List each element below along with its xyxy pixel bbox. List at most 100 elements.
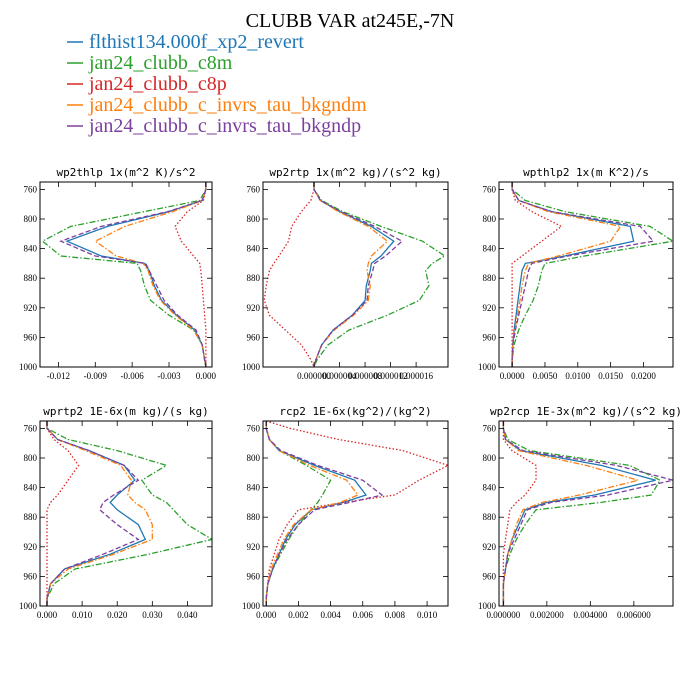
y-tick-label: 800 [247, 214, 261, 224]
plot-frame [262, 420, 449, 607]
y-tick-label: 960 [483, 332, 497, 342]
y-tick-label: 960 [247, 571, 261, 581]
legend-label: jan24_clubb_c8m [88, 52, 233, 74]
x-tick-label: 0.008 [385, 610, 406, 620]
x-tick-label: -0.012 [47, 371, 70, 381]
panel: wprtp2 1E-6x(m kg)/(s kg) 760 800 840 880 920… [19, 405, 213, 620]
series-line [46, 421, 153, 606]
x-tick-label: 0.0050 [533, 371, 558, 381]
y-tick-label: 880 [483, 273, 497, 283]
series-line [94, 182, 207, 367]
legend-label: jan24_clubb_c_invrs_tau_bkgndp [88, 115, 361, 137]
series-line [46, 421, 140, 606]
y-tick-label: 800 [24, 453, 38, 463]
y-tick-label: 840 [483, 483, 497, 493]
y-tick-label: 840 [247, 244, 261, 254]
y-tick-label: 800 [483, 214, 497, 224]
series-line [265, 421, 368, 606]
y-tick-label: 920 [24, 542, 38, 552]
x-tick-label: 0.002000 [530, 610, 564, 620]
y-tick-label: 840 [24, 244, 38, 254]
x-tick-label: 0.004 [320, 610, 341, 620]
panel-title: rcp2 1E-6x(kg^2)/(kg^2) [279, 405, 431, 418]
panel-title: wp2rtp 1x(m^2 kg)/(s^2 kg) [269, 166, 441, 179]
y-tick-label: 760 [247, 423, 261, 433]
series-line [265, 421, 448, 606]
x-tick-label: 0.0000 [500, 371, 525, 381]
series-line [174, 182, 207, 367]
y-tick-label: 880 [24, 273, 38, 283]
y-tick-label: 920 [483, 542, 497, 552]
series-line [502, 421, 537, 606]
series-line [313, 182, 447, 367]
plot-frame [39, 181, 213, 368]
x-tick-label: 0.004000 [573, 610, 607, 620]
y-tick-label: 1000 [242, 362, 261, 372]
series-line [265, 421, 359, 606]
panel-title: wp2rcp 1E-3x(m^2 kg)/(s^2 kg) [490, 405, 682, 418]
y-tick-label: 840 [483, 244, 497, 254]
x-tick-label: 0.000012 [374, 371, 408, 381]
y-tick-label: 880 [247, 273, 261, 283]
y-tick-label: 840 [24, 483, 38, 493]
x-tick-label: -0.003 [157, 371, 181, 381]
y-tick-label: 840 [247, 483, 261, 493]
x-tick-label: 0.040 [177, 610, 198, 620]
series-line [313, 182, 389, 367]
y-tick-label: 760 [483, 184, 497, 194]
y-tick-label: 920 [247, 303, 261, 313]
series-line [41, 182, 207, 367]
panel: wp2thlp 1x(m^2 K)/s^2 760 800 840 880 920 960 1… [19, 166, 216, 381]
series-line [46, 421, 212, 606]
y-tick-label: 880 [483, 512, 497, 522]
y-tick-label: 960 [247, 332, 261, 342]
series-line [502, 421, 673, 606]
y-tick-label: 920 [24, 303, 38, 313]
legend-label: jan24_clubb_c8p [88, 73, 227, 95]
series-line [502, 421, 641, 606]
y-tick-label: 960 [24, 571, 38, 581]
x-tick-label: 0.030 [142, 610, 163, 620]
y-tick-label: 1000 [478, 601, 497, 611]
y-tick-label: 920 [483, 303, 497, 313]
x-tick-label: -0.006 [121, 371, 145, 381]
series-line [46, 421, 80, 606]
x-tick-label: 0.000000 [297, 371, 331, 381]
panel-title: wp2thlp 1x(m^2 K)/s^2 [56, 166, 195, 179]
x-tick-label: 0.000016 [399, 371, 433, 381]
series-line [65, 182, 207, 367]
panel-title: wpthlp2 1x(m K^2)/s [523, 166, 649, 179]
x-tick-label: 0.000 [196, 371, 217, 381]
x-tick-label: 0.000 [256, 610, 277, 620]
x-tick-label: 0.010 [72, 610, 93, 620]
x-tick-label: 0.0100 [565, 371, 590, 381]
x-tick-label: 0.0150 [598, 371, 623, 381]
panel: wp2rcp 1E-3x(m^2 kg)/(s^2 kg) 760 800 840 88… [478, 405, 682, 620]
x-tick-label: 0.0200 [631, 371, 656, 381]
y-tick-label: 800 [483, 453, 497, 463]
x-tick-label: 0.000 [37, 610, 58, 620]
y-tick-label: 880 [24, 512, 38, 522]
panel-title: wprtp2 1E-6x(m kg)/(s kg) [43, 405, 209, 418]
series-line [511, 182, 673, 367]
x-tick-label: -0.009 [84, 371, 108, 381]
y-tick-label: 960 [483, 571, 497, 581]
y-tick-label: 760 [24, 423, 38, 433]
x-tick-label: 0.010 [417, 610, 438, 620]
legend-label: jan24_clubb_c_invrs_tau_bkgndm [88, 94, 367, 116]
series-line [265, 421, 384, 606]
panel: wp2rtp 1x(m^2 kg)/(s^2 kg) 760 800 840 880 92… [242, 166, 449, 381]
plot-frame [39, 420, 213, 607]
panels: wp2thlp 1x(m^2 K)/s^2 760 800 840 880 920 960 1… [19, 166, 682, 620]
legend-label: flthist134.000f_xp2_revert [89, 31, 304, 53]
y-tick-label: 960 [24, 332, 38, 342]
y-tick-label: 760 [24, 184, 38, 194]
panel: wpthlp2 1x(m K^2)/s 760 800 840 880 920 960 100… [478, 166, 674, 381]
series-line [59, 182, 207, 367]
plot-frame [498, 181, 674, 368]
plot-frame [498, 420, 674, 607]
x-tick-label: 0.002 [288, 610, 308, 620]
y-tick-label: 760 [247, 184, 261, 194]
series-line [511, 182, 622, 367]
